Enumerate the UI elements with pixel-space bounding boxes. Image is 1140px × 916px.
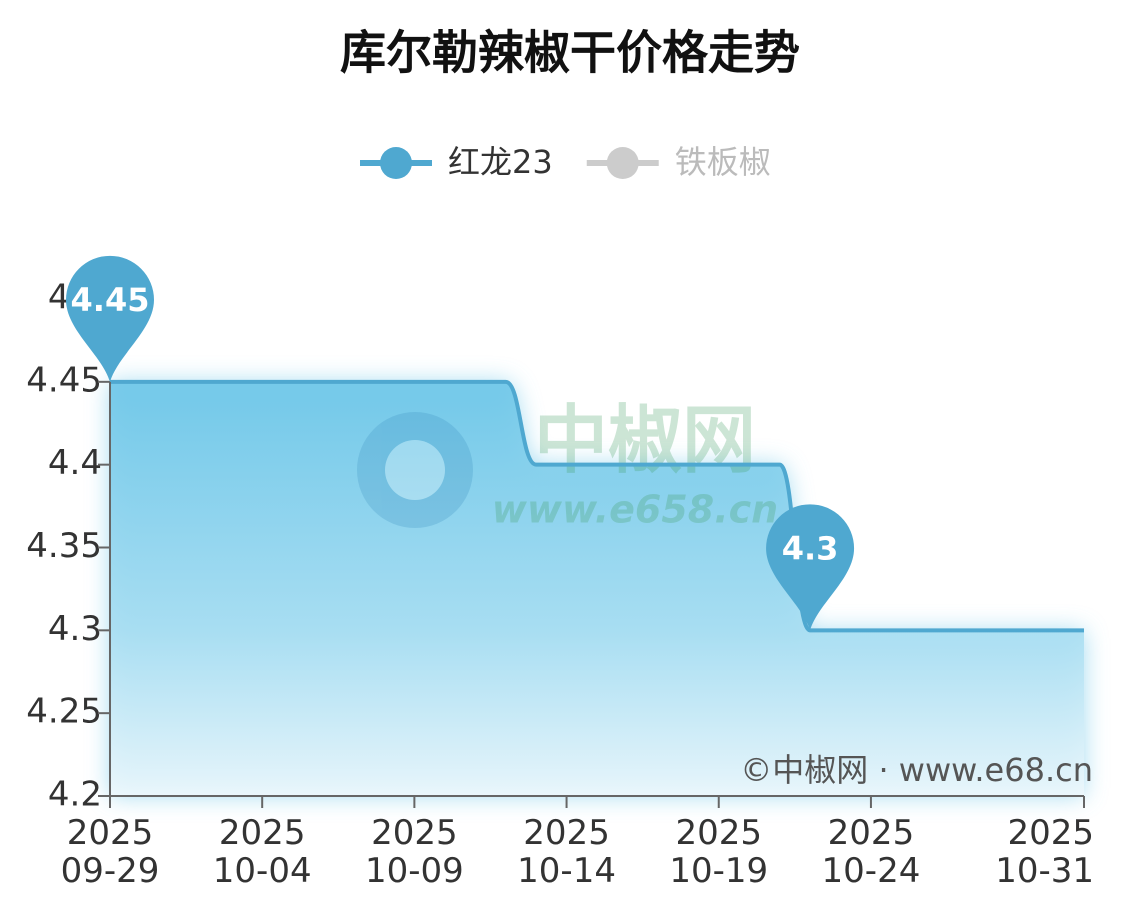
x-tick-label: 2025 10-31	[995, 813, 1094, 891]
y-tick-label: 4.3	[48, 609, 102, 649]
x-tick-label: 2025 10-24	[822, 813, 921, 891]
y-tick-label: 4.45	[26, 360, 102, 400]
pin	[66, 255, 154, 382]
credit: ©中椒网 · www.e68.cn	[740, 751, 1093, 789]
watermark: 中椒网 www.e658.cn	[357, 398, 778, 532]
y-tick-label: 4.35	[26, 526, 102, 566]
y-tick-label: 4.25	[26, 692, 102, 732]
pin	[766, 504, 855, 631]
x-tick-label: 2025 10-14	[517, 813, 616, 891]
y-tick-label: 4.2	[48, 775, 102, 815]
data-label: 4.45	[71, 281, 150, 319]
watermark-logo	[357, 412, 473, 528]
legend-marker	[380, 147, 412, 179]
watermark-logo	[385, 440, 445, 500]
legend-label: 红龙23	[448, 143, 553, 181]
line	[110, 379, 1084, 633]
watermark-url: www.e658.cn	[492, 488, 778, 532]
watermark-text: 中椒网	[534, 398, 756, 484]
x-tick-label: 2025 10-04	[213, 813, 312, 891]
x-tick-label: 2025 09-29	[61, 813, 160, 891]
data-label: 4.3	[782, 529, 839, 567]
chart-title: 库尔勒辣椒干价格走势	[340, 26, 800, 80]
legend-label: 铁板椒	[675, 143, 771, 181]
y-tick-label: 4.4	[48, 443, 102, 483]
area	[110, 381, 1084, 796]
x-tick-label: 2025 10-19	[669, 813, 768, 891]
x-tick-label: 2025 10-09	[365, 813, 464, 891]
legend-marker	[606, 147, 639, 179]
